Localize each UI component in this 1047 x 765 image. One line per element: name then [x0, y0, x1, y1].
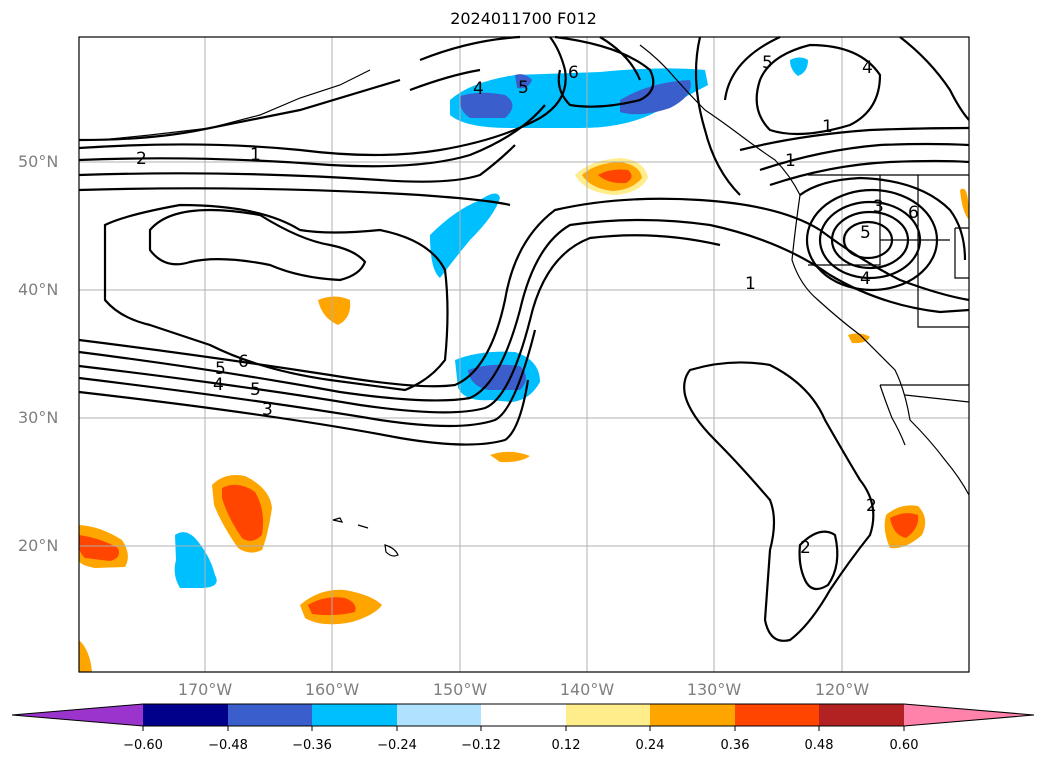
- contour-label: 2: [866, 496, 877, 516]
- colorbar-tick-label: 0.60: [889, 738, 919, 753]
- lon-label: 160°W: [304, 680, 360, 699]
- map-area: [79, 37, 969, 672]
- lon-label: 140°W: [559, 680, 615, 699]
- contour-label: 6: [908, 203, 919, 223]
- colorbar-extend-low: [12, 704, 143, 726]
- contour-label: 5: [215, 359, 226, 379]
- contours: [78, 35, 970, 642]
- lon-label: 130°W: [686, 680, 742, 699]
- lon-label: 120°W: [814, 680, 870, 699]
- colorbar-tick-label: −0.24: [377, 738, 417, 753]
- lat-label: 30°N: [18, 408, 59, 427]
- coastlines: [99, 44, 970, 557]
- contour-label: 5: [518, 78, 529, 98]
- contour-label: 1: [250, 145, 261, 165]
- colorbar-tick-label: −0.60: [123, 738, 163, 753]
- colorbar-tick-label: −0.48: [208, 738, 248, 753]
- colorbar-tick-label: 0.12: [551, 738, 581, 753]
- lat-label: 40°N: [18, 280, 59, 299]
- colorbar-tick-label: 0.36: [720, 738, 750, 753]
- contour-label: 4: [860, 269, 871, 289]
- lon-label: 150°W: [432, 680, 488, 699]
- negative-anomaly-areas: [174, 57, 808, 588]
- contour-label: 6: [568, 63, 579, 83]
- lat-label: 20°N: [18, 536, 59, 555]
- contour-label: 4: [213, 375, 224, 395]
- lat-label: 50°N: [18, 152, 59, 171]
- colorbar-tick-label: −0.12: [461, 738, 501, 753]
- positive-anomaly-areas: [79, 158, 969, 672]
- contour-label: 1: [785, 151, 796, 171]
- colorbar-tick-label: −0.36: [292, 738, 332, 753]
- contour-label: 3: [873, 197, 884, 217]
- contour-label: 6: [238, 352, 249, 372]
- contour-labels: 2 1 4 5 6 5 6 5 4 3 5 4 1 1 5 6 3 4 2 1 …: [136, 53, 919, 558]
- contour-label: 3: [262, 400, 273, 420]
- contour-label: 5: [860, 223, 871, 243]
- contour-label: 5: [250, 380, 261, 400]
- contour-label: 1: [745, 274, 756, 294]
- contour-label: 5: [762, 53, 773, 73]
- lon-label: 170°W: [177, 680, 233, 699]
- map-title: 2024011700 F012: [450, 9, 597, 28]
- colorbar: [11, 703, 1035, 731]
- graticule: [79, 37, 969, 672]
- map-frame: [78, 36, 970, 673]
- colorbar-tick-label: 0.24: [635, 738, 665, 753]
- shaded-fields: [79, 57, 969, 672]
- contour-label: 2: [136, 149, 147, 169]
- contour-label: 2: [800, 538, 811, 558]
- colorbar-tick-label: 0.48: [804, 738, 834, 753]
- contour-label: 1: [822, 117, 833, 137]
- contour-label: 4: [862, 58, 873, 78]
- colorbar-extend-high: [904, 704, 1034, 726]
- contour-label: 4: [473, 79, 484, 99]
